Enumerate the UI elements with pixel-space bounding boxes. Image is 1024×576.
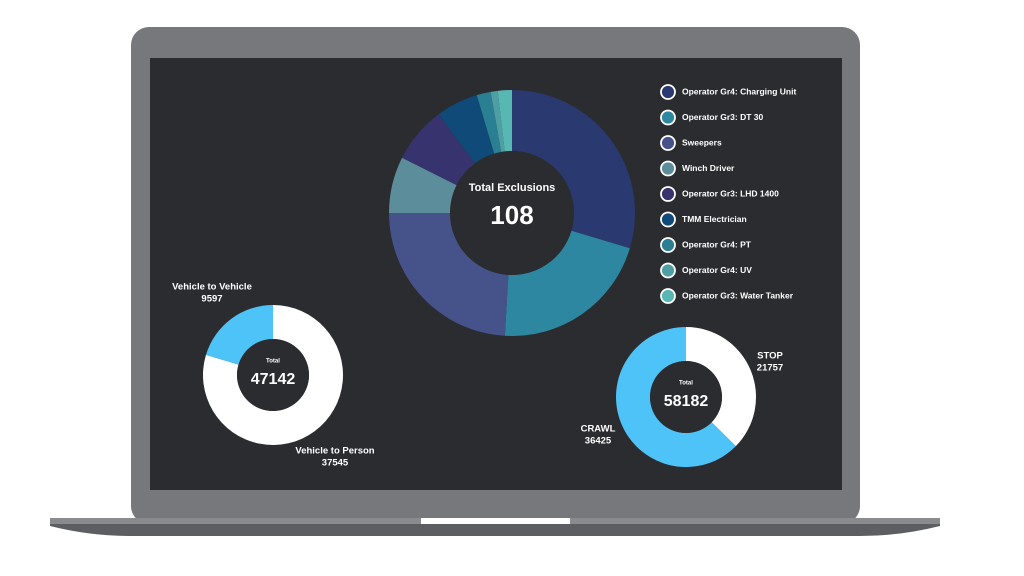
donut-hole [450,151,574,275]
slice-value: 9597 [201,294,222,305]
donut-slice [490,90,505,152]
donut-slice [504,230,630,336]
donut-slice [203,305,344,445]
center-total: 108 [490,200,533,230]
laptop-notch [421,518,570,524]
legend-label: Operator Gr4: PT [682,239,752,249]
slice-value: 36425 [585,436,612,447]
legend-label: Operator Gr4: UV [682,265,752,275]
center-title: Total Exclusions [469,182,556,194]
legend-label: Sweepers [682,137,722,147]
donut-hole [650,361,722,433]
center-total: 47142 [251,371,296,388]
legend-label: Operator Gr3: LHD 1400 [682,188,779,198]
legend-swatch [660,288,676,304]
legend-swatch [660,211,676,228]
donut-hole [237,339,309,411]
legend-swatch [660,237,676,253]
slice-label: CRAWL [581,424,616,435]
legend-label: Operator Gr3: Water Tanker [682,290,794,300]
donut-slice [402,114,475,186]
legend-label: Winch Driver [682,163,735,173]
slice-value: 37545 [322,458,349,469]
legend-label: TMM Electrician [682,214,747,224]
donut-slice [497,90,512,152]
donut-slice [389,157,457,213]
legend-swatch [660,160,676,177]
legend-swatch [660,135,676,151]
center-total: 58182 [664,393,709,410]
legend-swatch [660,109,676,126]
donut-slice [686,327,756,447]
legend-label: Operator Gr4: Charging Unit [682,86,796,96]
donut-slice [615,327,736,468]
center-title: Total [266,359,280,365]
legend-swatch [660,262,676,279]
slice-label: STOP [757,351,783,362]
legend-swatch [660,84,676,100]
donut-slice [476,91,502,154]
center-title: Total [679,381,693,387]
donut-slice [512,90,635,249]
donut-slice [389,213,509,336]
slice-label: Vehicle to Vehicle [172,282,252,293]
legend-swatch [660,186,676,202]
slice-label: Vehicle to Person [295,446,374,457]
donut-slice [205,305,273,365]
legend-label: Operator Gr3: DT 30 [682,112,764,122]
slice-value: 21757 [757,363,783,374]
donut-slice [438,95,495,164]
